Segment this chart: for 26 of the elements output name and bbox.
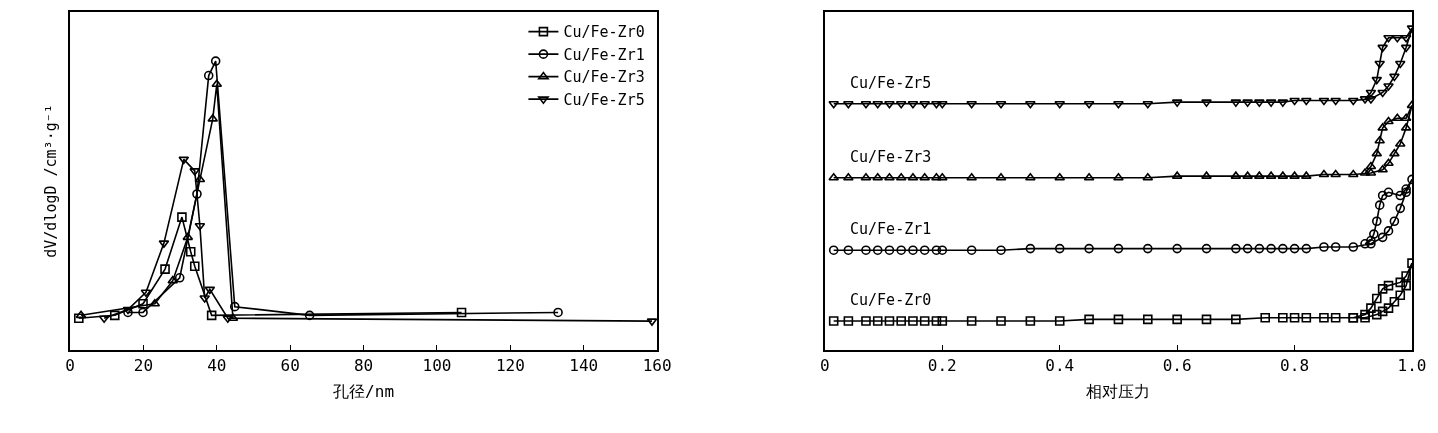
series-label: Cu/Fe-Zr3 [850,148,932,166]
legend-label: Cu/Fe-Zr5 [563,90,645,109]
x-tick-label: 0.4 [1045,355,1075,375]
x-tick-label: 0.8 [1280,355,1310,375]
series-label: Cu/Fe-Zr1 [850,220,932,238]
x-tick-label: 160 [642,355,672,375]
series-label: Cu/Fe-Zr5 [850,74,932,92]
x-tick-label: 120 [495,355,525,375]
series-label: Cu/Fe-Zr0 [850,291,932,309]
y-axis-title: dV/dlogD /cm³·g⁻¹ [42,104,60,258]
x-tick-label: 100 [422,355,452,375]
legend-label: Cu/Fe-Zr3 [563,68,645,87]
x-tick-label: 1.0 [1397,355,1427,375]
x-tick-label: 0.2 [927,355,957,375]
legend-label: Cu/Fe-Zr0 [563,23,645,42]
x-axis-title: 相对压力 [1086,382,1151,402]
x-tick-label: 20 [133,355,154,375]
x-tick-label: 0.6 [1162,355,1192,375]
x-axis-title: 孔径/nm [333,382,395,402]
x-tick-label: 0 [820,355,830,375]
x-tick-label: 80 [353,355,374,375]
x-tick-label: 40 [207,355,227,375]
legend-label: Cu/Fe-Zr1 [563,45,645,64]
x-tick-label: 60 [280,355,300,375]
x-tick-label: 140 [569,355,599,375]
x-tick-label: 0 [65,355,75,375]
